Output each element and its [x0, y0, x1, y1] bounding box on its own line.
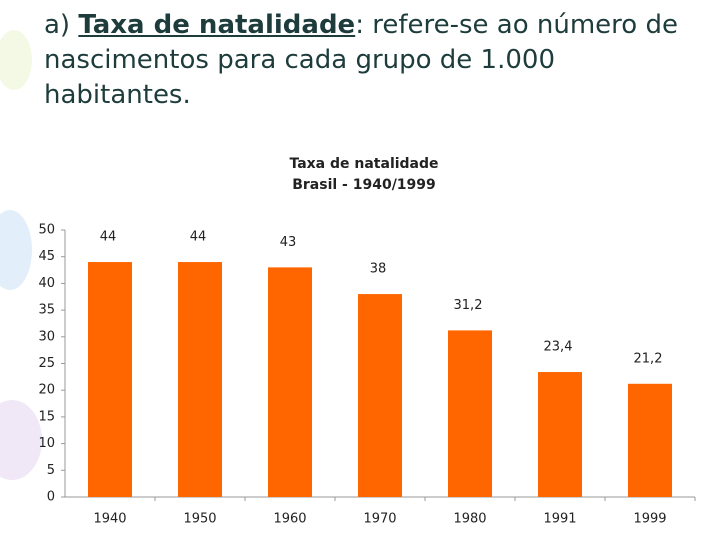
bar — [358, 294, 402, 497]
decor-shape — [0, 210, 32, 290]
y-tick-label: 35 — [38, 303, 55, 318]
y-tick-label: 45 — [38, 249, 55, 264]
bar — [538, 372, 582, 497]
chart-subtitle: Brasil - 1940/1999 — [292, 177, 436, 193]
data-label: 38 — [370, 262, 387, 277]
chart-title: Taxa de natalidade — [289, 156, 438, 172]
data-label: 44 — [100, 230, 117, 245]
y-tick-label: 15 — [38, 409, 55, 424]
heading-text: : refere-se ao número de nascimentos par… — [44, 10, 678, 110]
y-tick-label: 10 — [38, 436, 55, 451]
bar — [628, 383, 672, 497]
decor-shape — [0, 30, 32, 90]
data-label: 44 — [190, 230, 207, 245]
data-label: 23,4 — [544, 340, 573, 355]
bar — [448, 330, 492, 497]
x-tick-label: 1999 — [633, 512, 666, 527]
y-tick-label: 40 — [38, 276, 55, 291]
heading: a) Taxa de natalidade: refere-se ao núme… — [44, 8, 704, 113]
y-tick-label: 25 — [38, 356, 55, 371]
y-tick-label: 50 — [38, 223, 55, 238]
x-tick-label: 1980 — [453, 512, 486, 527]
bar — [178, 262, 222, 497]
data-label: 21,2 — [634, 351, 663, 366]
heading-term: Taxa de natalidade — [78, 10, 356, 40]
data-label: 31,2 — [454, 298, 483, 313]
x-tick-label: 1960 — [273, 512, 306, 527]
bar — [88, 262, 132, 497]
bar — [268, 267, 312, 497]
y-tick-label: 30 — [38, 329, 55, 344]
decor-shape — [0, 400, 42, 480]
data-label: 43 — [280, 235, 297, 250]
y-tick-label: 5 — [47, 463, 55, 478]
x-tick-label: 1950 — [183, 512, 216, 527]
x-tick-label: 1940 — [93, 512, 126, 527]
x-tick-label: 1970 — [363, 512, 396, 527]
y-tick-label: 0 — [47, 490, 55, 505]
heading-prefix: a) — [44, 10, 79, 40]
x-tick-label: 1991 — [543, 512, 576, 527]
y-tick-label: 20 — [38, 383, 55, 398]
